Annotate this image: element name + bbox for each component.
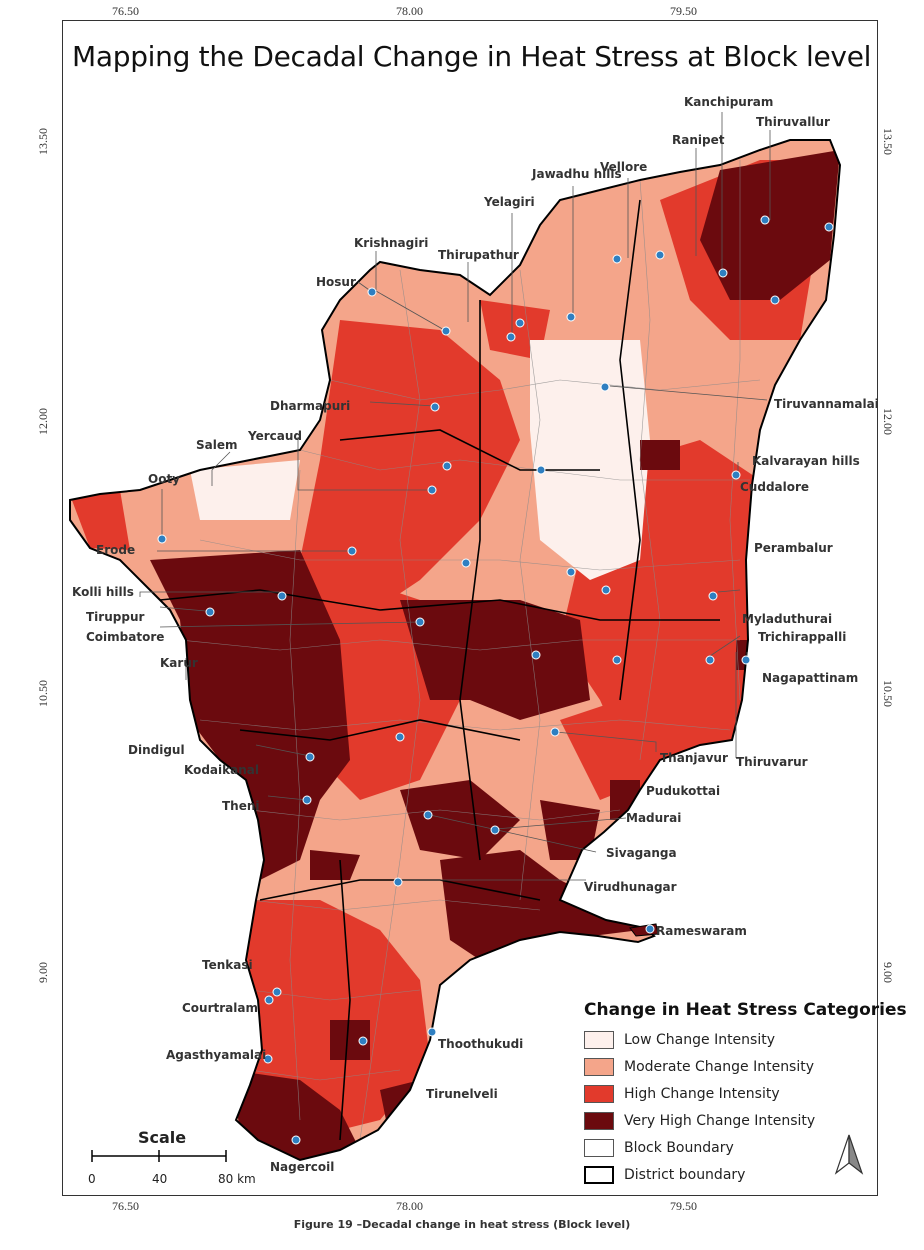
scale-title: Scale: [138, 1128, 187, 1147]
legend-swatch-block-boundary: [584, 1138, 614, 1157]
label-krishnagiri: Krishnagiri: [354, 236, 429, 250]
label-kanchipuram: Kanchipuram: [684, 95, 774, 109]
label-thoothukudi: Thoothukudi: [438, 1037, 524, 1051]
legend-item-district-boundary: District boundary: [584, 1161, 874, 1188]
legend-label-low: Low Change Intensity: [624, 1031, 776, 1048]
legend-item-high: High Change Intensity: [584, 1080, 874, 1107]
north-arrow-icon: [834, 1134, 864, 1175]
legend-label-high: High Change Intensity: [624, 1085, 780, 1102]
legend-swatch-low: [584, 1030, 614, 1049]
coord-top-1: 76.50: [112, 4, 139, 18]
label-erode: Erode: [96, 543, 136, 557]
label-nagapattinam: Nagapattinam: [762, 671, 859, 685]
label-kolli-hills: Kolli hills: [72, 585, 134, 599]
label-tenkasi: Tenkasi: [202, 958, 253, 972]
label-theni: Theni: [222, 799, 260, 813]
label-thanjavur: Thanjavur: [660, 751, 728, 765]
label-tiruvannamalai: Tiruvannamalai: [774, 397, 879, 411]
scale-tick-40: 40: [152, 1172, 168, 1186]
label-tiruppur: Tiruppur: [86, 610, 145, 624]
label-thirupathur: Thirupathur: [438, 248, 519, 262]
coord-bottom-2: 78.00: [396, 1199, 423, 1213]
label-courtralam: Courtralam: [182, 1001, 258, 1015]
label-virudhunagar: Virudhunagar: [584, 880, 677, 894]
scale-tick-0: 0: [88, 1172, 96, 1186]
coord-bottom-3: 79.50: [670, 1199, 697, 1213]
label-sivaganga: Sivaganga: [606, 846, 677, 860]
scale-tick-80: 80 km: [218, 1172, 256, 1186]
label-dindigul: Dindigul: [128, 743, 185, 757]
label-thiruvarur: Thiruvarur: [736, 755, 808, 769]
coord-bottom-1: 76.50: [112, 1199, 139, 1213]
coord-top-3: 79.50: [670, 4, 697, 18]
label-yercaud: Yercaud: [248, 429, 302, 443]
label-rameswaram: Rameswaram: [656, 924, 747, 938]
coord-top-2: 78.00: [396, 4, 423, 18]
coord-right-1: 13.50: [881, 128, 895, 155]
label-yelagiri: Yelagiri: [484, 195, 535, 209]
label-nagercoil: Nagercoil: [270, 1160, 335, 1174]
label-cuddalore: Cuddalore: [740, 480, 810, 494]
map-title: Mapping the Decadal Change in Heat Stres…: [72, 40, 872, 73]
label-jawadhu-hills: Jawadhu hills: [532, 167, 622, 181]
label-madurai: Madurai: [626, 811, 682, 825]
label-salem: Salem: [196, 438, 238, 452]
label-ranipet: Ranipet: [672, 133, 725, 147]
label-coimbatore: Coimbatore: [86, 630, 165, 644]
label-pudukottai: Pudukottai: [646, 784, 721, 798]
legend-label-moderate: Moderate Change Intensity: [624, 1058, 815, 1075]
legend-swatch-very-high: [584, 1111, 614, 1130]
legend-item-low: Low Change Intensity: [584, 1026, 874, 1053]
label-ooty: Ooty: [148, 472, 181, 486]
coord-right-2: 12.00: [881, 408, 895, 435]
label-myladuthurai: Myladuthurai: [742, 612, 833, 626]
legend-swatch-district-boundary: [584, 1165, 614, 1184]
legend-label-district-boundary: District boundary: [624, 1166, 746, 1183]
label-tirunelveli: Tirunelveli: [426, 1087, 498, 1101]
figure-caption: Figure 19 –Decadal change in heat stress…: [293, 1218, 631, 1231]
label-perambalur: Perambalur: [754, 541, 833, 555]
legend-item-moderate: Moderate Change Intensity: [584, 1053, 874, 1080]
legend-title: Change in Heat Stress Categories: [584, 1000, 907, 1020]
label-agasthyamalai: Agasthyamalai: [166, 1048, 267, 1062]
label-trichirappalli: Trichirappalli: [758, 630, 847, 644]
legend-item-very-high: Very High Change Intensity: [584, 1107, 874, 1134]
label-thiruvallur: Thiruvallur: [756, 115, 830, 129]
label-dharmapuri: Dharmapuri: [270, 399, 351, 413]
coord-right-4: 9.00: [881, 962, 895, 983]
label-kalvarayan-hills: Kalvarayan hills: [752, 454, 860, 468]
coord-right-3: 10.50: [881, 680, 895, 707]
legend-swatch-moderate: [584, 1057, 614, 1076]
legend-swatch-high: [584, 1084, 614, 1103]
scale-bar: [91, 1150, 227, 1162]
label-kodaikanal: Kodaikanal: [184, 763, 259, 777]
label-karur: Karur: [160, 656, 198, 670]
label-hosur: Hosur: [316, 275, 356, 289]
label-vellore: Vellore: [600, 160, 648, 174]
legend-item-block-boundary: Block Boundary: [584, 1134, 874, 1161]
legend-label-block-boundary: Block Boundary: [624, 1139, 734, 1156]
legend-label-very-high: Very High Change Intensity: [624, 1112, 816, 1129]
map-legend: Change in Heat Stress Categories Low Cha…: [584, 1000, 907, 1188]
